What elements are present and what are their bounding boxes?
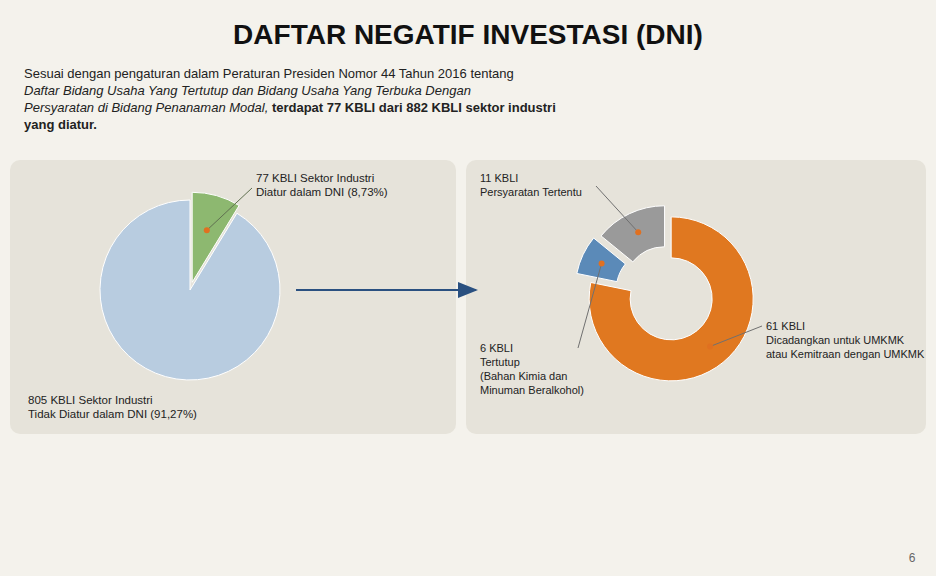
slice-label-line: Diatur dalam DNI (8,73%) xyxy=(256,186,388,198)
slice-label-line: Persyaratan Tertentu xyxy=(480,186,582,198)
slice-label-line: Tidak Diatur dalam DNI (91,27%) xyxy=(28,408,197,420)
title: DAFTAR NEGATIF INVESTASI (DNI) xyxy=(233,19,703,50)
panel xyxy=(466,160,926,434)
slice-label-line: 61 KBLI xyxy=(766,320,805,332)
leader-dot xyxy=(204,227,210,233)
pie-slice xyxy=(100,200,280,380)
slice-label: 11 KBLI Persyaratan Tertentu xyxy=(480,172,582,198)
slice-label-line: 77 KBLI Sektor Industri xyxy=(256,172,374,184)
leader-line xyxy=(710,326,762,347)
leader-dot xyxy=(599,260,605,266)
slice-label-line: Minuman Beralkohol) xyxy=(480,384,584,396)
panel xyxy=(10,160,456,434)
body-text: Persyaratan di Bidang Penanaman Modal, t… xyxy=(24,100,556,115)
slice-label: 805 KBLI Sektor Industri Tidak Diatur dal… xyxy=(28,394,197,420)
body-text: Sesuai dengan pengaturan dalam Peraturan… xyxy=(24,66,514,81)
slice-label-line: Dicadangkan untuk UMKMK xyxy=(766,334,905,346)
slice-label-line: 6 KBLI xyxy=(480,342,513,354)
slice-label: 61 KBLI Dicadangkan untuk UMKMK atau Kemit… xyxy=(766,320,925,360)
body-text-part: terdapat 77 KBLI dari 882 KBLI sektor in… xyxy=(268,100,556,115)
leader-dot xyxy=(635,229,641,235)
body-text: yang diatur. xyxy=(24,117,97,132)
arrow xyxy=(296,289,476,291)
slice-label: 6 KBLI Tertutup (Bahan Kimia dan Minuman Be… xyxy=(480,342,584,396)
leader-dot xyxy=(707,344,713,350)
leader-line xyxy=(578,263,602,348)
donut-slice xyxy=(601,206,665,262)
leader-line xyxy=(207,188,252,230)
slice-label-line: 805 KBLI Sektor Industri xyxy=(28,394,153,406)
page-number: 6 xyxy=(909,551,916,565)
slice-label-line: Tertutup xyxy=(480,356,520,368)
slice-label: 77 KBLI Sektor Industri Diatur dalam DNI … xyxy=(256,172,388,198)
slice-label-line: atau Kemitraan dengan UMKMK xyxy=(766,348,925,360)
slice-label-line: 11 KBLI xyxy=(480,172,518,184)
body-text-part: Persyaratan di Bidang Penanaman Modal, xyxy=(24,100,268,115)
slice-label-line: (Bahan Kimia dan xyxy=(480,370,567,382)
leader-line xyxy=(596,186,638,232)
body-text: Daftar Bidang Usaha Yang Tertutup dan Bi… xyxy=(24,83,471,98)
